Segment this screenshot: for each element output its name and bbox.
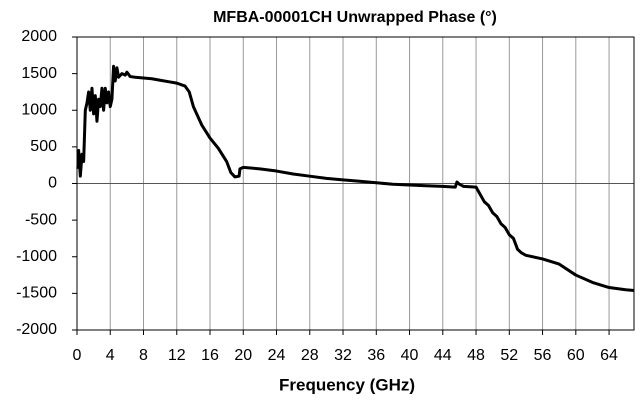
x-axis-label: Frequency (GHz)	[279, 375, 415, 394]
x-tick-label: 64	[600, 347, 618, 364]
x-tick-label: 40	[401, 347, 419, 364]
x-tick-label: 0	[73, 347, 82, 364]
x-tick-label: 4	[106, 347, 115, 364]
x-tick-label: 48	[467, 347, 485, 364]
x-tick-label: 24	[268, 347, 286, 364]
x-tick-label: 44	[434, 347, 452, 364]
chart-title: MFBA-00001CH Unwrapped Phase (°)	[213, 9, 497, 26]
x-tick-label: 28	[301, 347, 319, 364]
x-tick-label: 52	[500, 347, 518, 364]
x-tick-label: 20	[234, 347, 252, 364]
data-line	[76, 64, 635, 292]
x-tick-label: 56	[534, 347, 552, 364]
y-tick-label: -1000	[16, 248, 57, 265]
y-tick-label: 2000	[21, 28, 57, 45]
y-tick-label: 0	[48, 175, 57, 192]
x-tick-label: 60	[567, 347, 585, 364]
y-tick-label: 500	[30, 138, 57, 155]
y-tick-label: -1500	[16, 285, 57, 302]
plot-frame	[76, 36, 635, 331]
y-tick-label: 1500	[21, 65, 57, 82]
x-tick-label: 8	[139, 347, 148, 364]
y-tick-label: -500	[25, 211, 57, 228]
x-tick-label: 12	[168, 347, 186, 364]
x-tick-label: 32	[334, 347, 352, 364]
x-tick-label: 16	[201, 347, 219, 364]
y-tick-label: -2000	[16, 321, 57, 338]
y-tick-label: 1000	[21, 101, 57, 118]
x-tick-label: 36	[367, 347, 385, 364]
